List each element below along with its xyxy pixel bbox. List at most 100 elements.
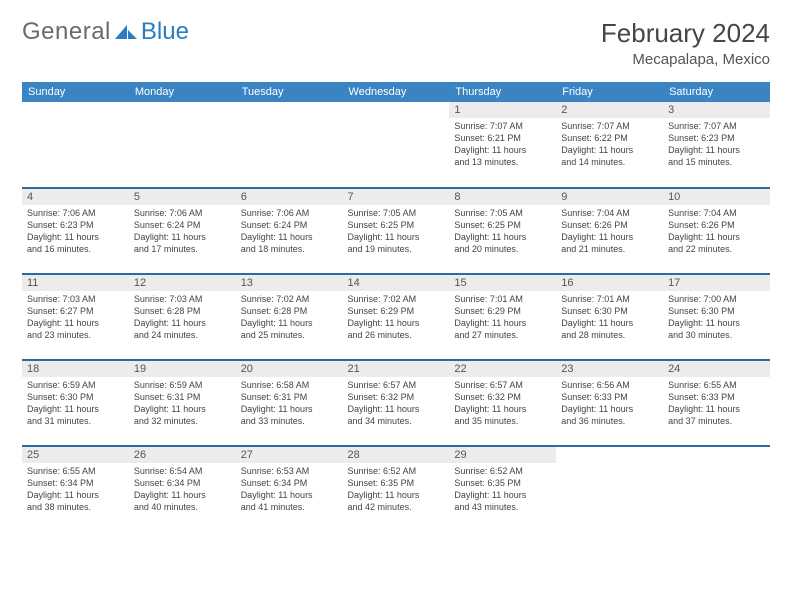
day-number: 27: [236, 447, 343, 463]
day-details: Sunrise: 7:01 AMSunset: 6:29 PMDaylight:…: [449, 291, 556, 346]
daylight-text-1: Daylight: 11 hours: [454, 317, 551, 329]
day-details: Sunrise: 7:03 AMSunset: 6:27 PMDaylight:…: [22, 291, 129, 346]
weekday-header: Thursday: [449, 82, 556, 102]
daylight-text-2: and 19 minutes.: [348, 243, 445, 255]
daylight-text-2: and 27 minutes.: [454, 329, 551, 341]
daylight-text-2: and 43 minutes.: [454, 501, 551, 513]
daylight-text-1: Daylight: 11 hours: [348, 403, 445, 415]
brand-logo: General Blue: [22, 18, 189, 46]
sunset-text: Sunset: 6:31 PM: [134, 391, 231, 403]
calendar-day-cell: 28Sunrise: 6:52 AMSunset: 6:35 PMDayligh…: [343, 446, 450, 532]
daylight-text-1: Daylight: 11 hours: [134, 403, 231, 415]
day-details: Sunrise: 7:02 AMSunset: 6:29 PMDaylight:…: [343, 291, 450, 346]
daylight-text-1: Daylight: 11 hours: [454, 144, 551, 156]
daylight-text-2: and 37 minutes.: [668, 415, 765, 427]
weekday-header: Wednesday: [343, 82, 450, 102]
day-details: Sunrise: 7:06 AMSunset: 6:24 PMDaylight:…: [236, 205, 343, 260]
daylight-text-2: and 26 minutes.: [348, 329, 445, 341]
sunset-text: Sunset: 6:21 PM: [454, 132, 551, 144]
calendar-day-cell: 18Sunrise: 6:59 AMSunset: 6:30 PMDayligh…: [22, 360, 129, 446]
daylight-text-2: and 17 minutes.: [134, 243, 231, 255]
day-number: 25: [22, 447, 129, 463]
location-label: Mecapalapa, Mexico: [601, 51, 770, 68]
day-details: Sunrise: 6:55 AMSunset: 6:33 PMDaylight:…: [663, 377, 770, 432]
calendar-day-cell: [22, 102, 129, 188]
calendar-day-cell: [343, 102, 450, 188]
day-details: Sunrise: 7:06 AMSunset: 6:24 PMDaylight:…: [129, 205, 236, 260]
calendar-day-cell: 12Sunrise: 7:03 AMSunset: 6:28 PMDayligh…: [129, 274, 236, 360]
calendar-day-cell: 21Sunrise: 6:57 AMSunset: 6:32 PMDayligh…: [343, 360, 450, 446]
sunrise-text: Sunrise: 7:00 AM: [668, 293, 765, 305]
title-block: February 2024 Mecapalapa, Mexico: [601, 18, 770, 68]
sunset-text: Sunset: 6:28 PM: [241, 305, 338, 317]
calendar-day-cell: 8Sunrise: 7:05 AMSunset: 6:25 PMDaylight…: [449, 188, 556, 274]
calendar-day-cell: 13Sunrise: 7:02 AMSunset: 6:28 PMDayligh…: [236, 274, 343, 360]
sunrise-text: Sunrise: 6:59 AM: [27, 379, 124, 391]
daylight-text-2: and 38 minutes.: [27, 501, 124, 513]
calendar-day-cell: [556, 446, 663, 532]
calendar-day-cell: 6Sunrise: 7:06 AMSunset: 6:24 PMDaylight…: [236, 188, 343, 274]
sunset-text: Sunset: 6:33 PM: [668, 391, 765, 403]
sunset-text: Sunset: 6:35 PM: [348, 477, 445, 489]
day-number: 3: [663, 102, 770, 118]
day-details: Sunrise: 7:06 AMSunset: 6:23 PMDaylight:…: [22, 205, 129, 260]
daylight-text-2: and 34 minutes.: [348, 415, 445, 427]
daylight-text-2: and 33 minutes.: [241, 415, 338, 427]
daylight-text-2: and 32 minutes.: [134, 415, 231, 427]
sunrise-text: Sunrise: 7:01 AM: [454, 293, 551, 305]
calendar-day-cell: 7Sunrise: 7:05 AMSunset: 6:25 PMDaylight…: [343, 188, 450, 274]
sunset-text: Sunset: 6:25 PM: [348, 219, 445, 231]
day-number: 15: [449, 275, 556, 291]
daylight-text-2: and 21 minutes.: [561, 243, 658, 255]
sunset-text: Sunset: 6:34 PM: [134, 477, 231, 489]
daylight-text-2: and 42 minutes.: [348, 501, 445, 513]
sunrise-text: Sunrise: 7:07 AM: [454, 120, 551, 132]
day-details: Sunrise: 7:05 AMSunset: 6:25 PMDaylight:…: [449, 205, 556, 260]
calendar-day-cell: [129, 102, 236, 188]
daylight-text-2: and 30 minutes.: [668, 329, 765, 341]
daylight-text-2: and 14 minutes.: [561, 156, 658, 168]
sunset-text: Sunset: 6:30 PM: [668, 305, 765, 317]
day-details: Sunrise: 7:02 AMSunset: 6:28 PMDaylight:…: [236, 291, 343, 346]
daylight-text-1: Daylight: 11 hours: [134, 489, 231, 501]
daylight-text-2: and 18 minutes.: [241, 243, 338, 255]
sunset-text: Sunset: 6:23 PM: [27, 219, 124, 231]
daylight-text-1: Daylight: 11 hours: [348, 231, 445, 243]
brand-word-2: Blue: [141, 18, 189, 46]
daylight-text-1: Daylight: 11 hours: [27, 231, 124, 243]
sunrise-text: Sunrise: 6:57 AM: [454, 379, 551, 391]
calendar-day-cell: 20Sunrise: 6:58 AMSunset: 6:31 PMDayligh…: [236, 360, 343, 446]
sunset-text: Sunset: 6:34 PM: [241, 477, 338, 489]
daylight-text-1: Daylight: 11 hours: [454, 489, 551, 501]
daylight-text-2: and 23 minutes.: [27, 329, 124, 341]
weekday-header: Monday: [129, 82, 236, 102]
day-number: 22: [449, 361, 556, 377]
day-details: Sunrise: 6:59 AMSunset: 6:31 PMDaylight:…: [129, 377, 236, 432]
daylight-text-1: Daylight: 11 hours: [668, 317, 765, 329]
day-number: 19: [129, 361, 236, 377]
day-number: 9: [556, 189, 663, 205]
calendar-day-cell: 17Sunrise: 7:00 AMSunset: 6:30 PMDayligh…: [663, 274, 770, 360]
day-details: Sunrise: 6:57 AMSunset: 6:32 PMDaylight:…: [343, 377, 450, 432]
calendar-day-cell: 29Sunrise: 6:52 AMSunset: 6:35 PMDayligh…: [449, 446, 556, 532]
sunset-text: Sunset: 6:24 PM: [134, 219, 231, 231]
weekday-header: Friday: [556, 82, 663, 102]
day-number: 16: [556, 275, 663, 291]
daylight-text-1: Daylight: 11 hours: [668, 231, 765, 243]
sunrise-text: Sunrise: 7:06 AM: [241, 207, 338, 219]
daylight-text-1: Daylight: 11 hours: [241, 403, 338, 415]
calendar-day-cell: [236, 102, 343, 188]
sunrise-text: Sunrise: 7:03 AM: [134, 293, 231, 305]
day-details: Sunrise: 6:59 AMSunset: 6:30 PMDaylight:…: [22, 377, 129, 432]
weekday-header: Tuesday: [236, 82, 343, 102]
day-number: 12: [129, 275, 236, 291]
sunrise-text: Sunrise: 6:52 AM: [454, 465, 551, 477]
daylight-text-1: Daylight: 11 hours: [454, 403, 551, 415]
calendar-day-cell: 27Sunrise: 6:53 AMSunset: 6:34 PMDayligh…: [236, 446, 343, 532]
sunset-text: Sunset: 6:30 PM: [27, 391, 124, 403]
daylight-text-1: Daylight: 11 hours: [27, 317, 124, 329]
day-details: Sunrise: 6:55 AMSunset: 6:34 PMDaylight:…: [22, 463, 129, 518]
daylight-text-2: and 36 minutes.: [561, 415, 658, 427]
day-number: 2: [556, 102, 663, 118]
sunrise-text: Sunrise: 6:58 AM: [241, 379, 338, 391]
